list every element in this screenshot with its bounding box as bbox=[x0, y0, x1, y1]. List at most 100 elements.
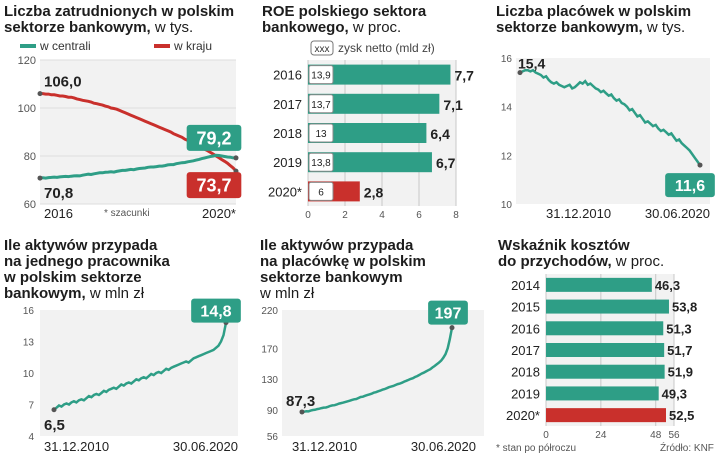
bar bbox=[546, 277, 652, 292]
employment-title-line2: sektorze bankowym, bbox=[4, 19, 151, 36]
branches-title-line1: Liczba placówek w polskim bbox=[496, 3, 692, 20]
series-line bbox=[53, 322, 228, 411]
y-tick-label: 10 bbox=[501, 200, 513, 211]
series-end-point bbox=[697, 162, 703, 168]
series-line bbox=[519, 68, 702, 166]
ci-subtitle: w proc. bbox=[615, 253, 665, 270]
y-tick-label: 120 bbox=[18, 55, 36, 67]
x-label-start: 2016 bbox=[44, 206, 73, 221]
legend-text: zysk netto (mld zł) bbox=[338, 41, 435, 55]
y-tick-label: 12 bbox=[501, 151, 513, 162]
category-label: 2017 bbox=[511, 343, 540, 358]
y-tick-label: 56 bbox=[267, 432, 279, 443]
kraj-start-label: 106,0 bbox=[44, 74, 82, 91]
profit-label: 13 bbox=[315, 129, 327, 140]
value-label: 2,8 bbox=[364, 184, 384, 200]
employment-subtitle: w tys. bbox=[154, 19, 194, 36]
source-note: Źródło: KNF bbox=[660, 443, 714, 454]
x-tick-label: 2 bbox=[342, 210, 348, 221]
category-label: 2014 bbox=[511, 278, 540, 293]
employment-note: * szacunki bbox=[104, 208, 150, 219]
category-label: 2019 bbox=[273, 155, 302, 170]
apb-chart: 220 170 130 90 56 87,3 197 31.12.2010 30.06.2020 bbox=[261, 300, 484, 454]
branches-subtitle: w tys. bbox=[646, 19, 686, 36]
ape-title-line1: Ile aktywów przypada bbox=[4, 237, 158, 254]
profit-label: 13,7 bbox=[311, 100, 331, 111]
category-label: 2019 bbox=[511, 386, 540, 401]
roe-chart: xxx zysk netto (mld zł) 0 2 4 6 8 2016 13,9 7,7 20… bbox=[268, 40, 474, 221]
bar bbox=[308, 64, 451, 85]
roe-title-line2: bankowego, bbox=[262, 19, 349, 36]
x-label-start: 31.12.2010 bbox=[546, 206, 611, 221]
x-tick-label: 8 bbox=[453, 210, 459, 221]
ape-title-line3: w polskim sektorze bbox=[4, 269, 142, 286]
series-start-point bbox=[299, 409, 305, 415]
bar bbox=[546, 299, 669, 314]
x-label-end: 30.06.2020 bbox=[411, 439, 476, 454]
kraj-end-label: 73,7 bbox=[196, 176, 231, 196]
centrala-end-label-box bbox=[186, 124, 242, 151]
ape-subtitle: w mln zł bbox=[89, 285, 145, 302]
y-tick-label: 220 bbox=[261, 306, 278, 317]
profit-box bbox=[308, 65, 334, 85]
x-tick-label: 4 bbox=[379, 210, 385, 221]
centrala-start-label: 70,8 bbox=[44, 185, 73, 202]
series-line-centrala bbox=[39, 153, 236, 180]
ape-title: Ile aktywów przypada na jednego pracowni… bbox=[4, 238, 170, 302]
value-label: 6,7 bbox=[436, 155, 456, 171]
roe-title: ROE polskiego sektora bankowego, w proc. bbox=[262, 4, 426, 36]
category-label: 2017 bbox=[273, 97, 302, 112]
start-label: 87,3 bbox=[286, 393, 315, 410]
bar bbox=[308, 93, 440, 114]
start-label: 6,5 bbox=[44, 417, 65, 434]
bar bbox=[546, 321, 664, 336]
ci-note: * stan po półroczu bbox=[496, 443, 577, 454]
end-label-box bbox=[428, 300, 468, 325]
series-end-point bbox=[449, 325, 455, 331]
profit-box bbox=[308, 152, 334, 172]
y-tick-label: 10 bbox=[23, 369, 35, 380]
kraj-end-label-box bbox=[186, 172, 242, 199]
branches-chart: 16 14 12 10 15,4 11,6 31.12.2010 30.06.2020 bbox=[501, 54, 715, 221]
profit-label: 13,9 bbox=[311, 71, 331, 82]
value-label: 51,7 bbox=[667, 343, 692, 358]
profit-label: 13,8 bbox=[311, 158, 331, 169]
series-start-point bbox=[37, 175, 43, 181]
category-label: 2020* bbox=[268, 184, 302, 199]
bar bbox=[308, 152, 432, 173]
x-tick-label: 0 bbox=[305, 210, 311, 221]
series-end-point bbox=[233, 155, 239, 161]
category-label: 2015 bbox=[511, 300, 540, 315]
y-tick-label: 130 bbox=[261, 375, 278, 386]
ape-title-line2: na jednego pracownika bbox=[4, 253, 170, 270]
bar bbox=[546, 343, 665, 357]
profit-box bbox=[308, 94, 334, 114]
category-label: 2016 bbox=[273, 68, 302, 83]
y-tick-label: 90 bbox=[267, 406, 279, 417]
roe-title-line1: ROE polskiego sektora bbox=[262, 3, 427, 20]
value-label: 49,3 bbox=[662, 386, 687, 401]
bar bbox=[546, 364, 665, 379]
ci-title-line1: Wskaźnik kosztów bbox=[498, 237, 630, 254]
legend-kraj-label: w kraju bbox=[173, 39, 212, 53]
value-label: 7,1 bbox=[443, 97, 463, 113]
ci-title-line2: do przychodów, bbox=[498, 253, 612, 270]
start-label: 15,4 bbox=[518, 56, 545, 72]
y-tick-label: 100 bbox=[18, 103, 36, 115]
bar bbox=[308, 123, 427, 143]
y-tick-label: 7 bbox=[28, 401, 34, 412]
category-label: 2018 bbox=[511, 365, 540, 380]
centrala-end-label: 79,2 bbox=[196, 128, 231, 148]
category-label: 2020* bbox=[506, 408, 540, 423]
employment-chart: w centrali w kraju 120 100 80 60 106,0 70,8 79,2… bbox=[18, 39, 242, 221]
series-start-point bbox=[51, 407, 57, 413]
value-label: 53,8 bbox=[672, 300, 697, 315]
legend-centrala-label: w centrali bbox=[39, 39, 91, 53]
end-label-box bbox=[191, 298, 241, 323]
end-label-box bbox=[665, 173, 715, 198]
series-start-point bbox=[37, 91, 43, 97]
ci-chart: 0 24 48 56 2014 46,3 2015 53,8 2016 51,3 2017 51,7 2… bbox=[506, 274, 697, 441]
value-label: 46,3 bbox=[655, 278, 680, 293]
branches-title: Liczba placówek w polskim sektorze banko… bbox=[496, 4, 691, 36]
y-tick-label: 4 bbox=[28, 432, 34, 443]
